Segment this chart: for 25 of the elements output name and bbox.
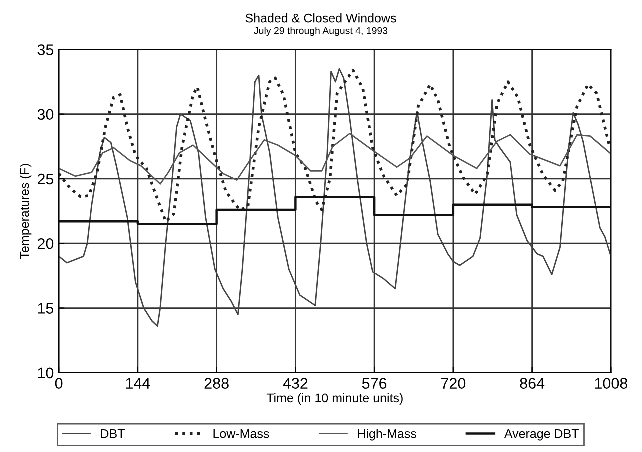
line-series <box>59 69 612 224</box>
x-tick-label: 288 <box>204 378 229 389</box>
y-tick-label: 35 <box>38 44 54 56</box>
legend-label: Average DBT <box>504 430 579 441</box>
line-series <box>59 133 611 185</box>
x-tick-label: 144 <box>126 378 150 389</box>
x-tick-label: 864 <box>520 378 545 389</box>
x-tick-label: 1008 <box>595 378 628 389</box>
y-tick-label: 10 <box>38 368 54 379</box>
x-tick-label: 720 <box>441 378 466 389</box>
y-tick-label: 25 <box>38 174 54 185</box>
line-series <box>59 68 612 328</box>
y-tick-label: 30 <box>38 109 54 120</box>
legend-label: Low-Mass <box>214 430 270 438</box>
y-tick-label: 15 <box>38 303 54 314</box>
x-tick-label: 576 <box>362 378 387 389</box>
x-tick-label: 0 <box>55 378 63 389</box>
y-tick-label: 20 <box>38 238 54 250</box>
x-tick-label: 432 <box>283 378 308 389</box>
chart-title: Shaded & Closed Windows <box>246 14 396 23</box>
legend-label: High-Mass <box>358 429 416 441</box>
chart-subtitle: July 29 through August 4, 1993 <box>254 27 388 36</box>
y-axis-title: Temperatures (F) <box>20 164 32 259</box>
legend-label: DBT <box>101 430 125 438</box>
x-axis-title: Time (in 10 minute units) <box>266 393 403 406</box>
